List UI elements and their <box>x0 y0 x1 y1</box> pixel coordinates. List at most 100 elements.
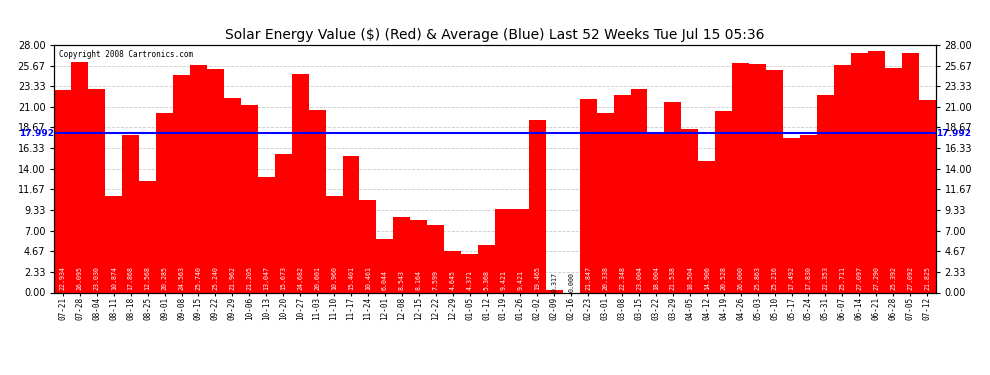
Bar <box>919 100 936 292</box>
Text: 26.095: 26.095 <box>77 266 83 290</box>
Bar <box>445 252 461 292</box>
Text: 24.682: 24.682 <box>297 266 303 290</box>
Text: 7.599: 7.599 <box>433 270 439 290</box>
Text: 10.461: 10.461 <box>365 266 371 290</box>
Text: 10.874: 10.874 <box>111 266 117 290</box>
Bar <box>376 239 393 292</box>
Bar <box>71 62 88 292</box>
Text: 17.992: 17.992 <box>20 129 54 138</box>
Text: 15.401: 15.401 <box>347 266 354 290</box>
Bar <box>140 182 156 292</box>
Text: 27.097: 27.097 <box>856 266 862 290</box>
Text: 27.290: 27.290 <box>873 266 879 290</box>
Text: 21.825: 21.825 <box>924 266 930 290</box>
Text: 13.047: 13.047 <box>263 266 269 290</box>
Bar <box>173 75 190 292</box>
Title: Solar Energy Value ($) (Red) & Average (Blue) Last 52 Weeks Tue Jul 15 05:36: Solar Energy Value ($) (Red) & Average (… <box>226 28 764 42</box>
Bar <box>580 99 597 292</box>
Text: 4.371: 4.371 <box>466 270 472 290</box>
Text: 20.601: 20.601 <box>314 266 320 290</box>
Text: 4.645: 4.645 <box>449 270 455 290</box>
Text: 12.568: 12.568 <box>145 266 150 290</box>
Bar <box>817 95 834 292</box>
Text: 0.000: 0.000 <box>568 272 574 292</box>
Text: 9.421: 9.421 <box>501 270 507 290</box>
Bar <box>241 105 257 292</box>
Bar <box>868 51 885 292</box>
Text: 18.504: 18.504 <box>687 266 693 290</box>
Text: 21.847: 21.847 <box>585 266 591 290</box>
Bar <box>834 65 850 292</box>
Text: 8.164: 8.164 <box>416 270 422 290</box>
Text: 22.934: 22.934 <box>60 266 66 290</box>
Bar <box>105 196 122 292</box>
Text: 27.092: 27.092 <box>907 266 913 290</box>
Text: 5.368: 5.368 <box>483 270 489 290</box>
Bar <box>309 110 326 292</box>
Bar <box>257 177 275 292</box>
Bar <box>326 196 343 292</box>
Bar <box>224 98 241 292</box>
Bar <box>478 245 495 292</box>
Text: 20.285: 20.285 <box>161 266 167 290</box>
Bar <box>800 135 817 292</box>
Text: Copyright 2008 Cartronics.com: Copyright 2008 Cartronics.com <box>58 50 193 59</box>
Text: 10.960: 10.960 <box>331 266 337 290</box>
Bar <box>54 90 71 292</box>
Text: 24.563: 24.563 <box>178 266 184 290</box>
Text: 22.353: 22.353 <box>823 266 829 290</box>
Bar <box>715 111 733 292</box>
Bar <box>156 113 173 292</box>
Bar <box>885 68 902 292</box>
Bar <box>461 254 478 292</box>
Text: 14.906: 14.906 <box>704 266 710 290</box>
Bar <box>512 209 529 292</box>
Text: 21.538: 21.538 <box>670 266 676 290</box>
Bar <box>783 138 800 292</box>
Text: 15.673: 15.673 <box>280 266 286 290</box>
Text: 0.317: 0.317 <box>551 272 557 292</box>
Text: 25.711: 25.711 <box>840 266 845 290</box>
Text: 23.030: 23.030 <box>94 266 100 290</box>
Bar <box>343 156 359 292</box>
Bar <box>698 161 715 292</box>
Bar <box>495 209 512 292</box>
Bar <box>749 64 766 292</box>
Bar <box>274 154 292 292</box>
Bar <box>631 89 647 292</box>
Bar <box>292 74 309 292</box>
Bar <box>88 89 105 292</box>
Text: 23.004: 23.004 <box>636 266 643 290</box>
Text: 8.543: 8.543 <box>399 270 405 290</box>
Text: 19.465: 19.465 <box>535 266 541 290</box>
Text: 25.863: 25.863 <box>754 266 760 290</box>
Bar <box>190 65 207 292</box>
Text: 20.528: 20.528 <box>721 266 727 290</box>
Bar <box>681 129 698 292</box>
Text: 20.338: 20.338 <box>602 266 608 290</box>
Bar <box>428 225 445 292</box>
Bar <box>733 63 749 292</box>
Bar <box>393 217 410 292</box>
Bar <box>529 120 545 292</box>
Bar <box>207 69 224 292</box>
Text: 26.000: 26.000 <box>738 266 743 290</box>
Text: 25.740: 25.740 <box>195 266 202 290</box>
Text: 25.240: 25.240 <box>213 266 219 290</box>
Bar <box>664 102 681 292</box>
Text: 9.421: 9.421 <box>518 270 524 290</box>
Bar <box>850 53 868 292</box>
Text: 18.004: 18.004 <box>653 266 659 290</box>
Bar <box>122 135 140 292</box>
Text: 21.962: 21.962 <box>230 266 236 290</box>
Bar <box>902 53 919 292</box>
Bar <box>614 95 631 292</box>
Text: 25.216: 25.216 <box>771 266 777 290</box>
Bar <box>597 113 614 292</box>
Text: 21.205: 21.205 <box>247 266 252 290</box>
Text: 17.868: 17.868 <box>128 266 134 290</box>
Text: 17.830: 17.830 <box>806 266 812 290</box>
Bar <box>545 290 562 292</box>
Text: 17.492: 17.492 <box>788 266 795 290</box>
Text: 25.392: 25.392 <box>890 266 896 290</box>
